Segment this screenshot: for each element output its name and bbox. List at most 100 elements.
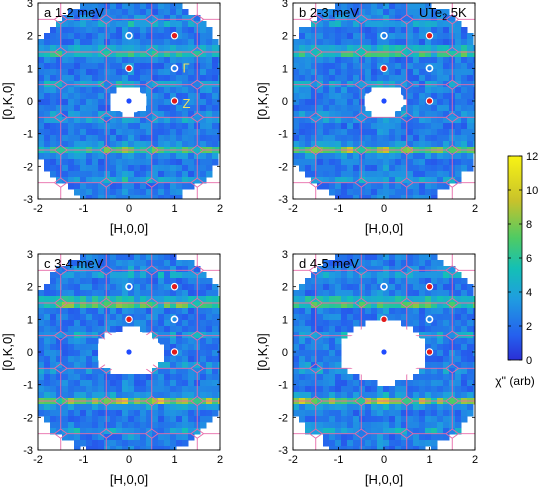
center-dot	[126, 349, 132, 355]
colorbar-label: χ'' (arb)	[495, 374, 535, 388]
y-tick-label: 1	[27, 63, 33, 75]
colorbar: 0 2 4 6 8 10 12 χ'' (arb)	[495, 151, 538, 388]
y-tick-label: 0	[282, 96, 288, 108]
zone-boundaries	[293, 3, 475, 199]
y-tick-label: -1	[278, 380, 288, 392]
z-point-marker	[425, 97, 434, 105]
z-point-marker	[425, 282, 434, 291]
colorbar-tick-label: 2	[526, 321, 532, 333]
x-tick-label: -2	[33, 203, 43, 215]
y-tick-label: 3	[282, 249, 288, 261]
x-tick-label: 0	[381, 454, 387, 466]
x-tick-label: 2	[472, 203, 478, 215]
zone-boundaries	[38, 3, 220, 199]
y-tick-label: -2	[278, 161, 288, 173]
z-point-marker	[125, 315, 133, 324]
y-tick-label: -3	[23, 445, 33, 457]
y-tick-label: 1	[282, 314, 288, 326]
x-axis-label: [H,0,0]	[110, 472, 148, 487]
y-tick-label: -1	[278, 129, 288, 141]
y-tick-label: 2	[282, 282, 288, 294]
y-tick-label: 2	[282, 31, 288, 43]
y-tick-label: 3	[27, 0, 33, 10]
gamma-point-marker	[170, 315, 179, 324]
x-tick-label: 2	[217, 454, 223, 466]
y-tick-label: 3	[282, 0, 288, 10]
heatmap-area	[293, 254, 475, 450]
y-tick-label: -2	[23, 412, 33, 424]
y-tick-label: 0	[27, 347, 33, 359]
y-tick-label: -1	[23, 129, 33, 141]
y-tick-label: -2	[23, 161, 33, 173]
gamma-point-marker	[425, 64, 434, 73]
x-tick-label: -1	[334, 203, 344, 215]
x-tick-label: 2	[217, 203, 223, 215]
gamma-point-marker	[125, 282, 133, 291]
x-tick-label: 1	[171, 203, 177, 215]
x-tick-label: 1	[426, 454, 432, 466]
z-point-marker	[125, 64, 133, 73]
center-dot	[381, 349, 387, 355]
gamma-point-marker	[380, 282, 388, 291]
heatmap-area	[38, 254, 220, 450]
x-tick-label: -1	[79, 203, 89, 215]
colorbar-tick-label: 4	[526, 287, 532, 299]
y-tick-label: -2	[278, 412, 288, 424]
z-point-marker	[425, 348, 434, 356]
y-axis-label: [0,K,0]	[255, 82, 270, 120]
x-axis-label: [H,0,0]	[110, 221, 148, 236]
y-tick-label: -1	[23, 380, 33, 392]
y-tick-label: -3	[278, 445, 288, 457]
y-tick-label: -3	[23, 194, 33, 206]
x-tick-label: -2	[288, 203, 298, 215]
panel-title: d 4-5 meV	[299, 256, 359, 271]
heatmap-area	[38, 3, 220, 199]
heatmap-area	[293, 3, 475, 199]
y-axis-label: [0,K,0]	[0, 82, 15, 120]
y-axis-label: [0,K,0]	[0, 333, 15, 371]
gamma-label: Γ	[183, 60, 190, 75]
y-tick-label: 1	[282, 63, 288, 75]
center-dot	[126, 98, 132, 104]
y-tick-label: 2	[27, 282, 33, 294]
colorbar-tick-label: 12	[526, 151, 538, 163]
colorbar-tick-label: 8	[526, 219, 532, 231]
x-tick-label: -2	[288, 454, 298, 466]
panel-title: b 2-3 meV	[299, 5, 359, 20]
x-tick-label: 0	[381, 203, 387, 215]
panel-title: a 1-2 meV	[44, 5, 104, 20]
z-point-marker	[170, 282, 179, 291]
z-point-marker	[170, 348, 179, 356]
y-tick-label: 0	[282, 347, 288, 359]
y-axis-label: [0,K,0]	[255, 333, 270, 371]
gamma-point-marker	[380, 31, 388, 40]
z-point-marker	[425, 31, 434, 40]
colorbar-tick-label: 0	[526, 355, 532, 367]
y-tick-label: 1	[27, 314, 33, 326]
x-tick-label: -2	[33, 454, 43, 466]
y-tick-label: -3	[278, 194, 288, 206]
colorbar-tick-label: 10	[526, 185, 538, 197]
gamma-point-marker	[425, 315, 434, 324]
y-tick-label: 0	[27, 96, 33, 108]
x-tick-label: 1	[171, 454, 177, 466]
x-axis-label: [H,0,0]	[365, 472, 403, 487]
x-axis-label: [H,0,0]	[365, 221, 403, 236]
sample-annotation: UTe2 5K	[419, 5, 467, 22]
x-tick-label: 2	[472, 454, 478, 466]
x-tick-label: 0	[126, 454, 132, 466]
gamma-point-marker	[125, 31, 133, 40]
x-tick-label: -1	[334, 454, 344, 466]
x-tick-label: -1	[79, 454, 89, 466]
z-point-marker	[380, 315, 388, 324]
z-point-marker	[170, 31, 179, 40]
x-tick-label: 0	[126, 203, 132, 215]
colorbar-tick-label: 6	[526, 253, 532, 265]
center-dot	[381, 98, 387, 104]
z-label: Z	[183, 96, 191, 111]
y-tick-label: 2	[27, 31, 33, 43]
